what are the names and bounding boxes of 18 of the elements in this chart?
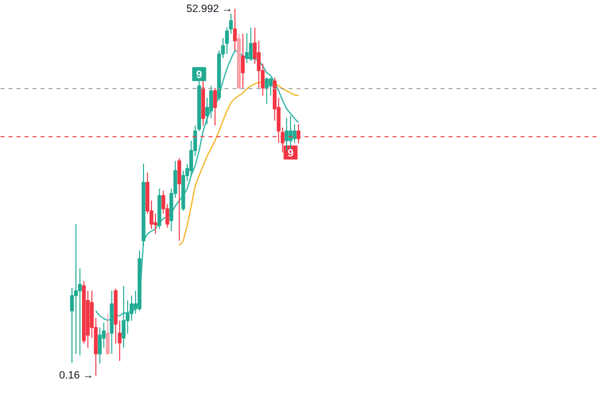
candlestick xyxy=(292,124,296,144)
candlestick xyxy=(233,8,237,51)
annotation: 9 xyxy=(288,148,294,160)
candlestick xyxy=(264,77,269,104)
candlestick xyxy=(240,33,245,88)
candlestick xyxy=(268,77,273,96)
annotation: 9 xyxy=(196,69,202,82)
candlestick xyxy=(106,313,110,354)
candlestick xyxy=(244,32,249,64)
candlestick xyxy=(122,285,126,348)
annotation: 52.992 → xyxy=(186,2,233,15)
candlestick xyxy=(284,117,288,151)
candlestick xyxy=(213,87,217,126)
candlestick xyxy=(288,115,292,151)
candlestick xyxy=(98,327,102,364)
annotation: 0.16 → xyxy=(59,370,94,382)
candlestick xyxy=(248,27,253,62)
candlestick xyxy=(177,158,182,242)
